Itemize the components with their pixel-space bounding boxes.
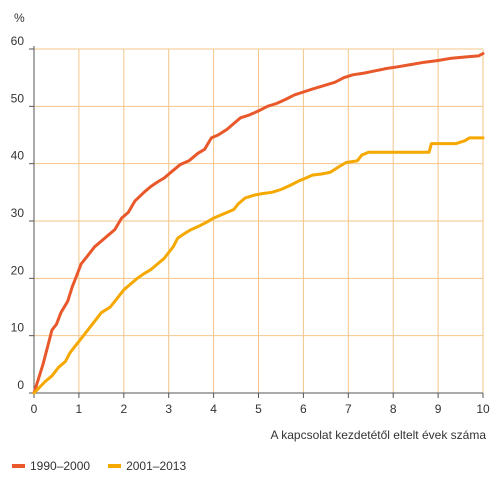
axes bbox=[29, 46, 484, 398]
x-tick-label: 1 bbox=[76, 402, 83, 416]
x-tick-label: 8 bbox=[390, 402, 397, 416]
legend-swatch-series-2 bbox=[108, 464, 122, 468]
legend-item-series-1: 1990–2000 bbox=[12, 459, 90, 473]
y-tick-label: 20 bbox=[11, 263, 25, 277]
x-tick-label: 5 bbox=[255, 402, 262, 416]
tick-labels: 0 10 20 30 40 50 60 0 1 2 3 4 5 6 7 8 9 10 bbox=[11, 34, 490, 416]
y-tick-label: 10 bbox=[11, 321, 25, 335]
x-tick-label: 9 bbox=[435, 402, 442, 416]
gridlines bbox=[34, 48, 484, 393]
legend-label-series-2: 2001–2013 bbox=[126, 459, 187, 473]
series-line-2 bbox=[32, 136, 485, 395]
x-tick-label: 0 bbox=[31, 402, 38, 416]
y-tick-label: 0 bbox=[17, 378, 24, 392]
x-tick-label: 6 bbox=[300, 402, 307, 416]
y-tick-label: 30 bbox=[11, 206, 25, 220]
y-tick-label: 50 bbox=[11, 91, 25, 105]
x-tick-label: 7 bbox=[345, 402, 352, 416]
series-lines bbox=[32, 52, 485, 395]
series-line-1 bbox=[32, 52, 485, 395]
x-tick-label: 2 bbox=[120, 402, 127, 416]
legend-item-series-2: 2001–2013 bbox=[108, 459, 186, 473]
legend: 1990–2000 2001–2013 bbox=[12, 459, 204, 473]
x-axis-title: A kapcsolat kezdetétől eltelt évek száma bbox=[271, 428, 487, 442]
legend-label-series-1: 1990–2000 bbox=[30, 459, 91, 473]
x-tick-label: 3 bbox=[165, 402, 172, 416]
y-axis-unit-label: % bbox=[14, 11, 25, 25]
y-tick-label: 40 bbox=[11, 149, 25, 163]
x-tick-label: 4 bbox=[210, 402, 217, 416]
x-tick-label: 10 bbox=[476, 402, 490, 416]
legend-swatch-series-1 bbox=[12, 464, 25, 468]
y-tick-label: 60 bbox=[11, 34, 25, 48]
